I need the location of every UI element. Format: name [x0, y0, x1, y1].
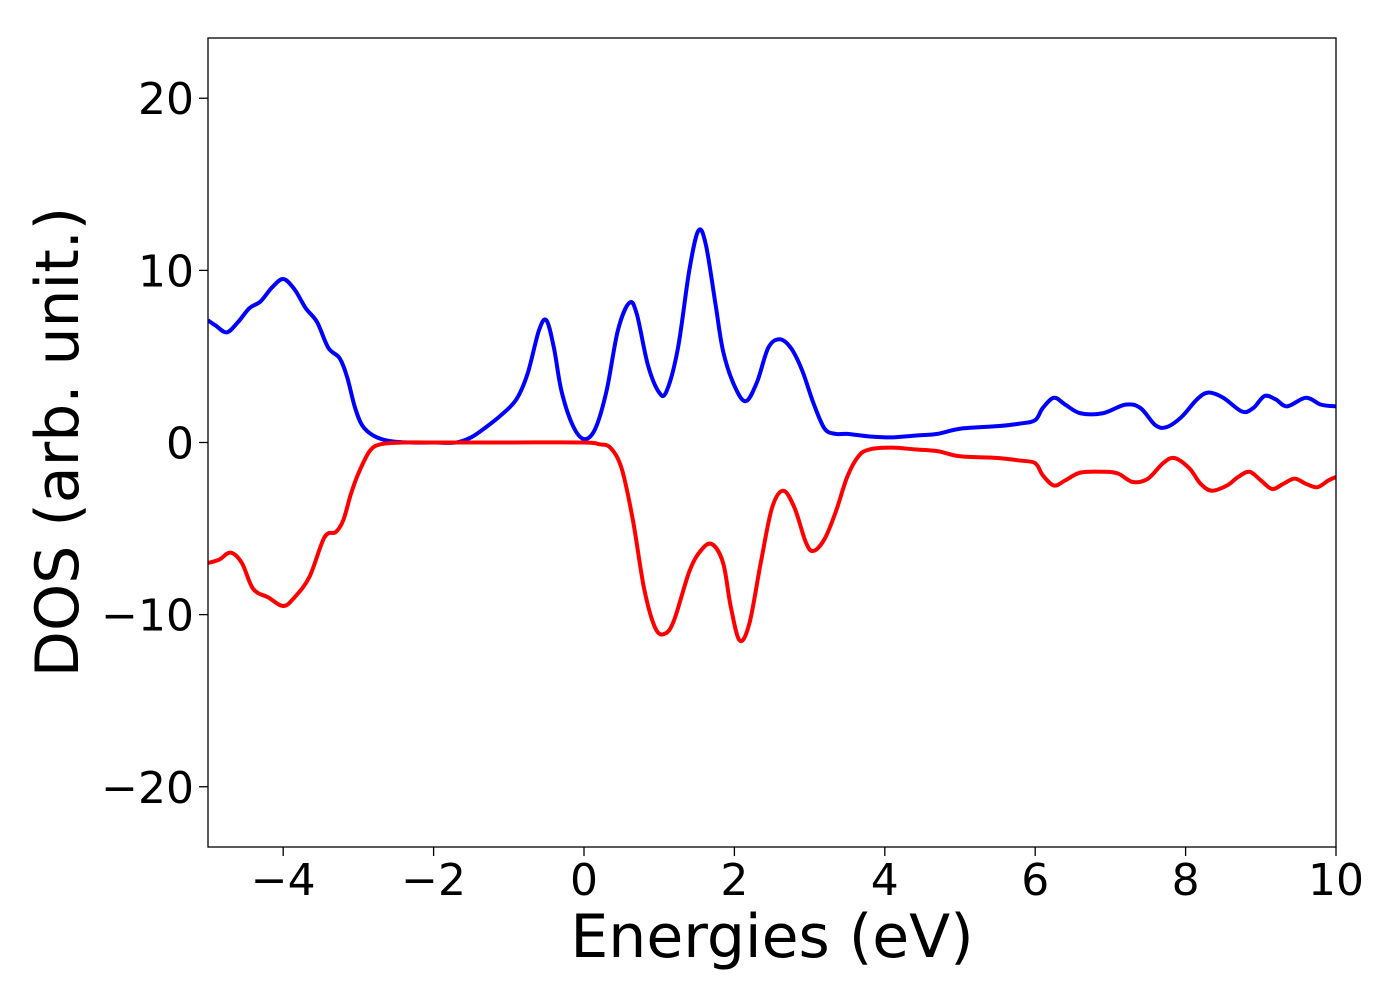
- series-layer: [208, 227, 1336, 644]
- y-tick-label: 20: [138, 74, 194, 125]
- series-line-blue: [208, 227, 1336, 445]
- x-tick-label: 4: [871, 855, 899, 906]
- x-tick-label: 0: [570, 855, 598, 906]
- y-tick-label: 0: [166, 419, 194, 470]
- y-tick-label: −20: [101, 763, 194, 814]
- y-axis: 20 10 0 −10 −20: [101, 74, 208, 814]
- x-tick-label: −2: [401, 855, 466, 906]
- y-tick-label: −10: [101, 591, 194, 642]
- y-tick-label: 10: [138, 246, 194, 297]
- x-tick-label: −4: [251, 855, 316, 906]
- x-axis-label: Energies (eV): [570, 902, 973, 972]
- x-tick-label: 8: [1172, 855, 1200, 906]
- x-tick-label: 10: [1308, 855, 1364, 906]
- x-tick-label: 2: [720, 855, 748, 906]
- x-tick-label: 6: [1021, 855, 1049, 906]
- y-axis-label: DOS (arb. unit.): [23, 207, 93, 677]
- series-line-red: [208, 440, 1336, 644]
- plot-frame: [207, 37, 1337, 848]
- x-axis: −4 −2 0 2 4 6 8 10: [251, 847, 1364, 906]
